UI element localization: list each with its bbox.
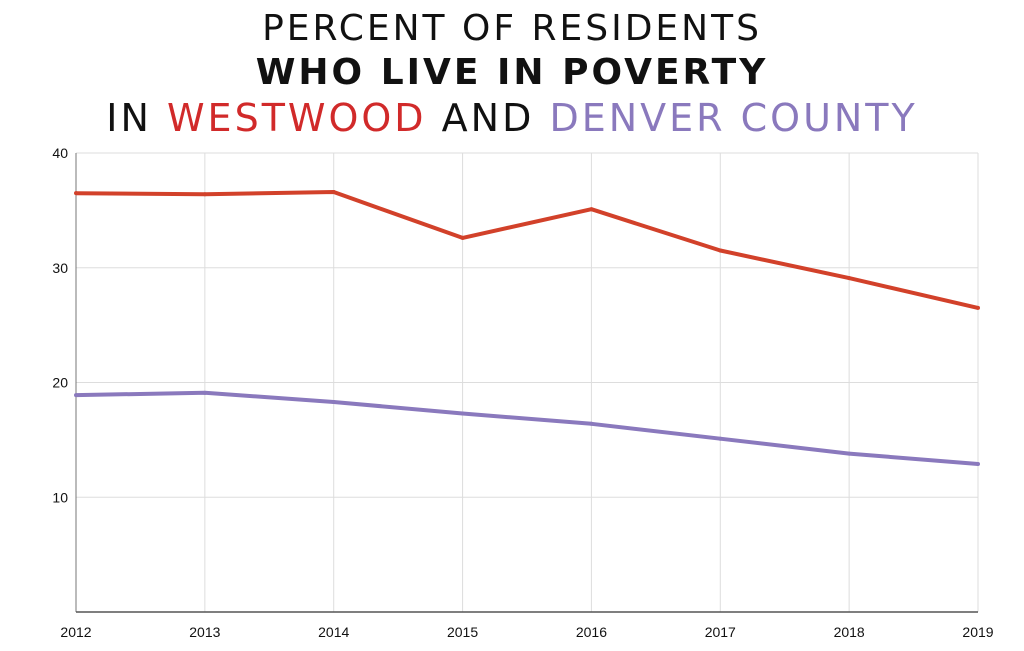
- denver-county-point-2018: [847, 451, 852, 456]
- westwood-point-2019: [976, 305, 980, 310]
- denver-county-point-2017: [718, 436, 723, 441]
- westwood-point-2017: [718, 248, 723, 253]
- x-tick-label-2015: 2015: [447, 624, 478, 640]
- x-tick-label-2013: 2013: [189, 624, 220, 640]
- denver-county-point-2014: [331, 400, 336, 405]
- denver-county-point-2016: [589, 421, 594, 426]
- denver-county-point-2019: [976, 461, 980, 466]
- x-tick-label-2012: 2012: [60, 624, 91, 640]
- x-tick-label-2019: 2019: [962, 624, 993, 640]
- title-denver-county-word: DENVER COUNTY: [549, 96, 918, 140]
- chart-title-line-2: WHO LIVE IN POVERTY: [255, 52, 769, 93]
- denver-county-point-2012: [74, 393, 78, 398]
- westwood-point-2018: [847, 276, 852, 281]
- grid-lines: [76, 152, 979, 612]
- x-tick-labels: 2012 2013 2014 2015 2016 2017 2018 2019: [60, 624, 993, 640]
- denver-county-line: [75, 390, 979, 466]
- y-tick-label-10: 10: [52, 489, 68, 505]
- westwood-point-2014: [331, 190, 336, 195]
- title-in-word: IN: [106, 96, 152, 140]
- y-tick-label-20: 20: [52, 375, 68, 391]
- westwood-point-2016: [589, 207, 594, 212]
- series-lines: [74, 190, 980, 466]
- westwood-point-2012: [74, 191, 78, 196]
- y-tick-label-40: 40: [52, 145, 68, 161]
- title-westwood-word: WESTWOOD: [166, 96, 427, 140]
- title-and-word: AND: [441, 96, 535, 140]
- y-tick-label-30: 30: [52, 260, 68, 276]
- denver-county-point-2015: [460, 411, 465, 416]
- chart-title-line-1: PERCENT OF RESIDENTS: [262, 8, 762, 49]
- westwood-line: [75, 190, 979, 310]
- westwood-point-2015: [460, 235, 465, 240]
- x-tick-label-2018: 2018: [834, 624, 865, 640]
- westwood-point-2013: [202, 192, 207, 197]
- chart-title-line-3: IN WESTWOOD AND DENVER COUNTY: [0, 96, 1024, 140]
- x-tick-label-2017: 2017: [705, 624, 736, 640]
- x-tick-label-2016: 2016: [576, 624, 607, 640]
- denver-county-point-2013: [202, 390, 207, 395]
- y-tick-labels: 10 20 30 40: [52, 145, 68, 505]
- x-tick-label-2014: 2014: [318, 624, 349, 640]
- axes: [75, 153, 978, 613]
